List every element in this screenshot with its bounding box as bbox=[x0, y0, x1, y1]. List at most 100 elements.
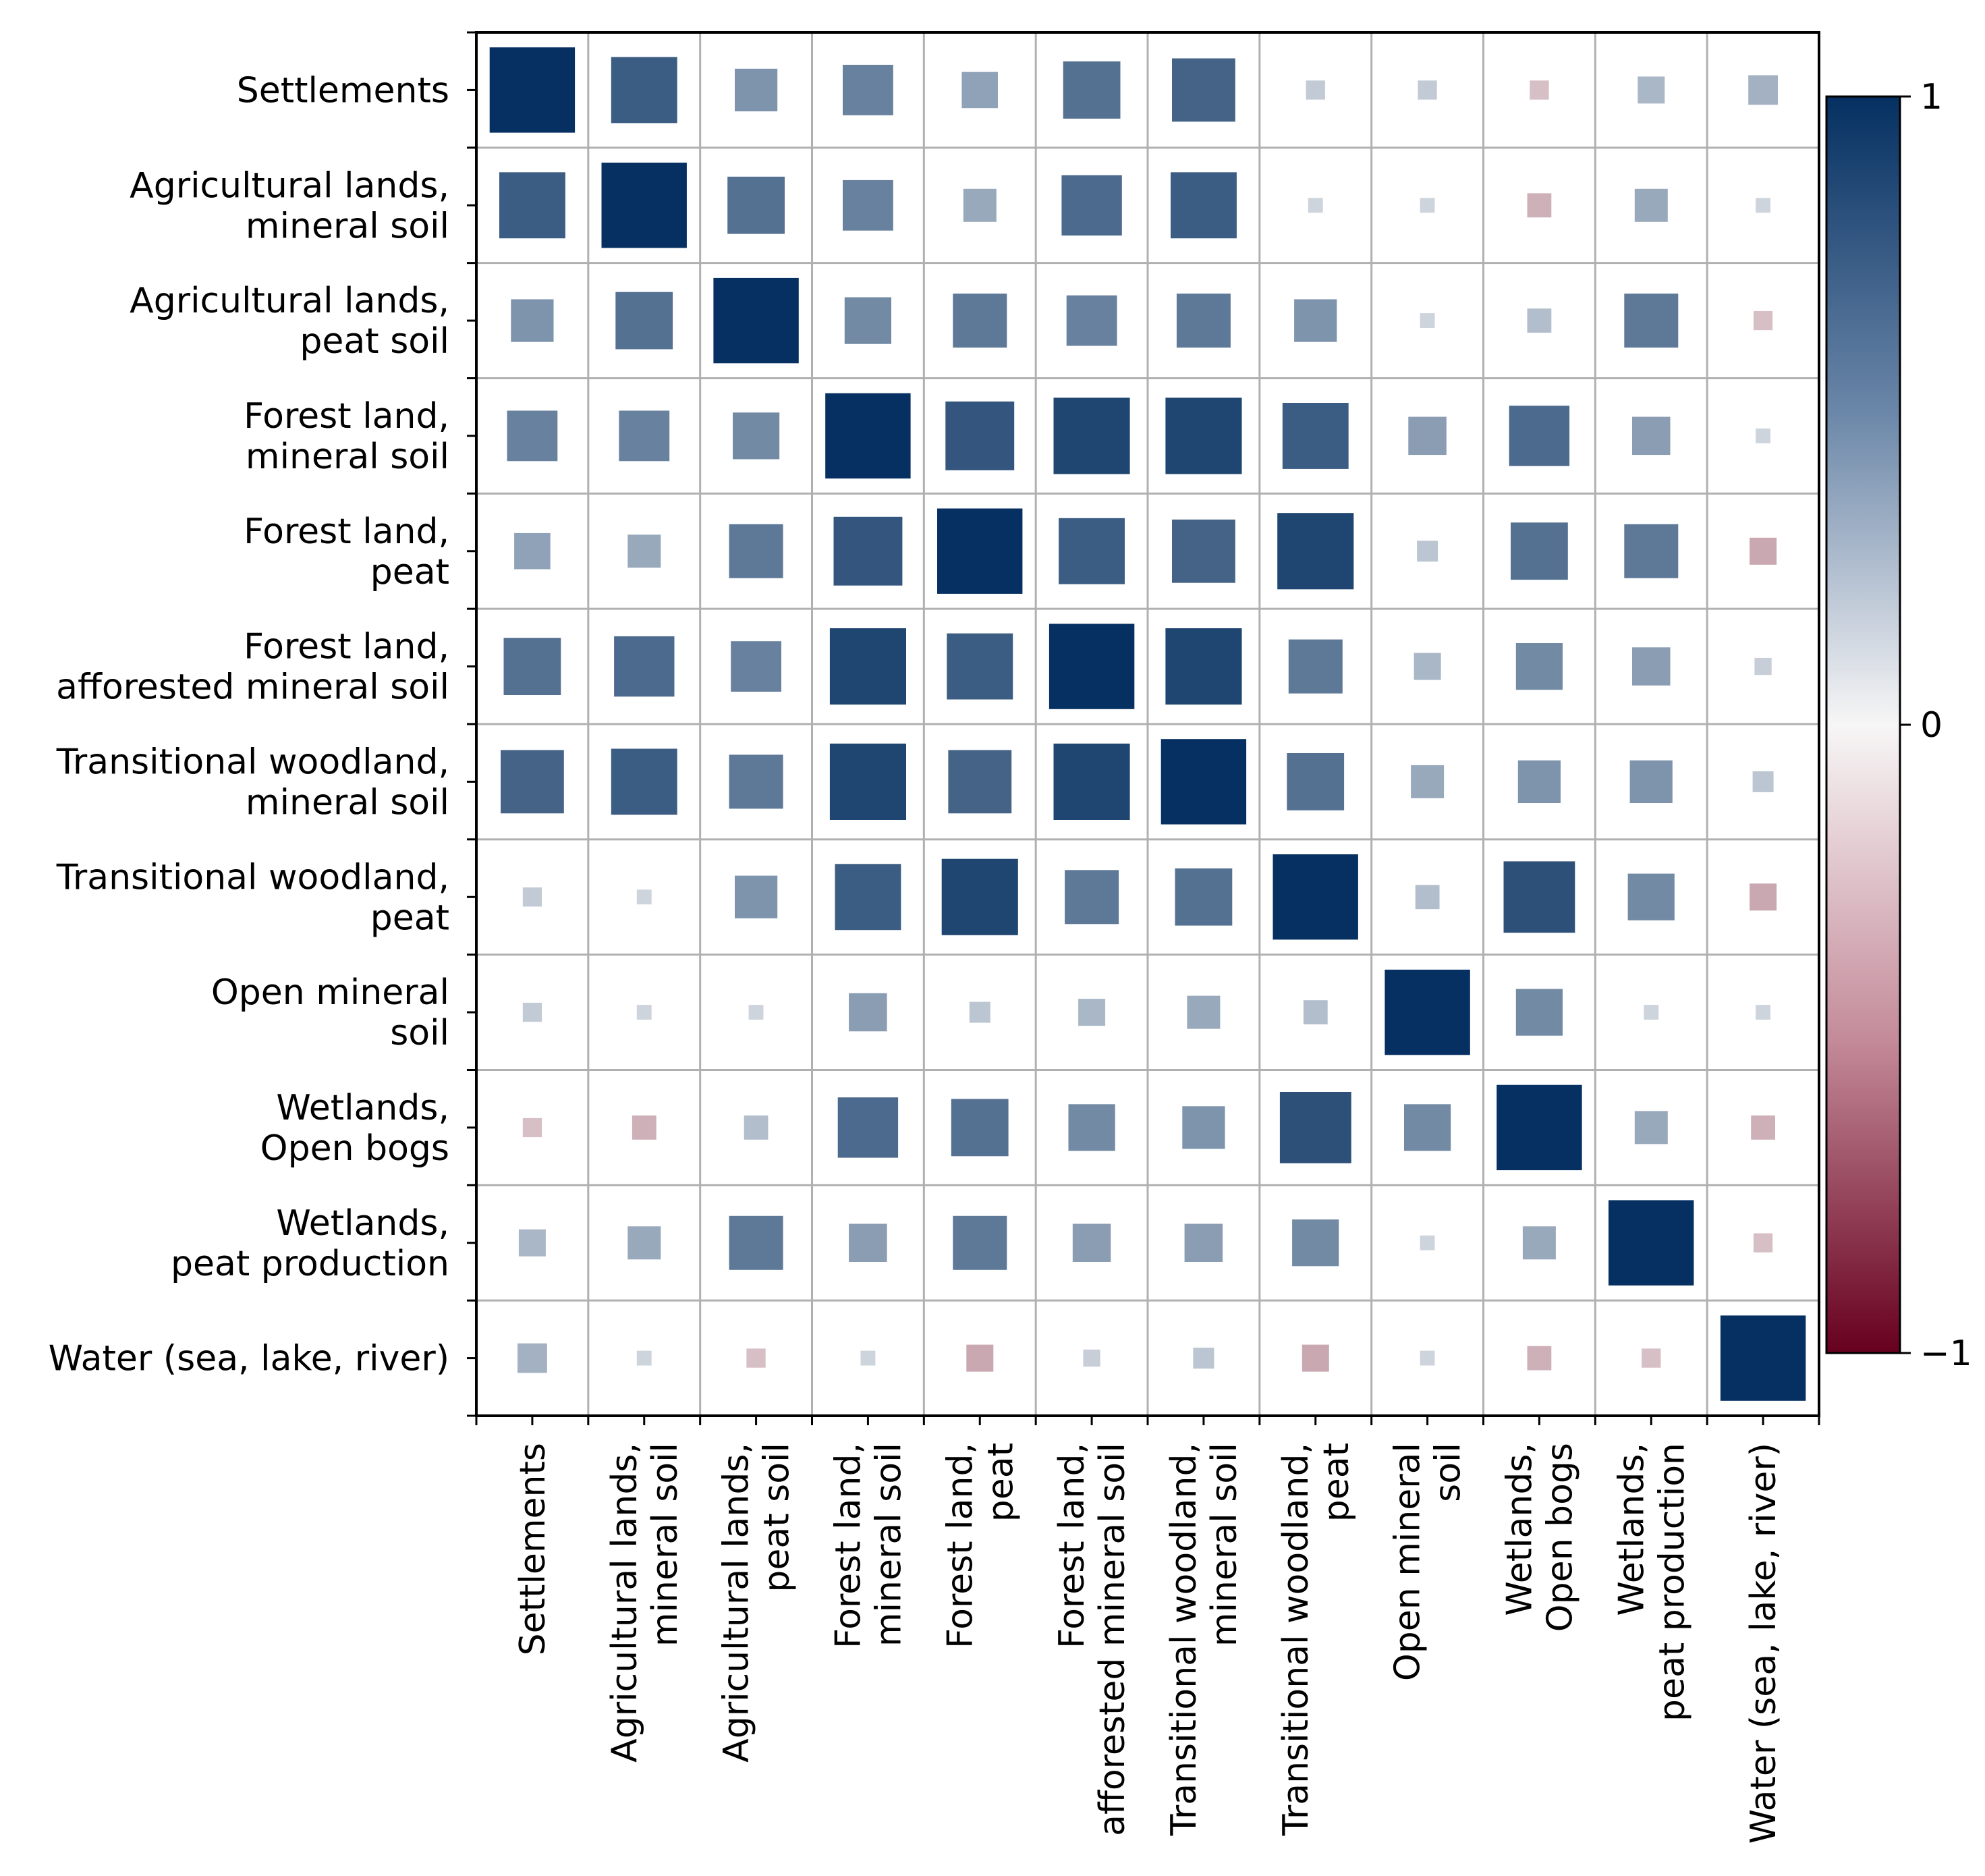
y-tick-label-line: mineral soil bbox=[246, 206, 449, 246]
heatmap-cell bbox=[614, 636, 675, 697]
heatmap-cell bbox=[941, 858, 1018, 935]
y-tick-label: Settlements bbox=[237, 70, 449, 111]
heatmap-cell bbox=[1418, 80, 1437, 100]
heatmap-cell bbox=[1287, 753, 1345, 810]
matrix-cells bbox=[489, 47, 1806, 1401]
heatmap-cell bbox=[1634, 188, 1668, 222]
x-tick-label-line: mineral soil bbox=[868, 1443, 909, 1647]
heatmap-cell bbox=[1288, 639, 1343, 694]
heatmap-cell bbox=[1609, 1200, 1694, 1286]
heatmap-cell bbox=[1511, 522, 1568, 580]
heatmap-cell bbox=[1072, 1223, 1111, 1262]
colorbar-gradient bbox=[1825, 95, 1901, 1354]
y-tick-label-line: Forest land, bbox=[244, 512, 449, 552]
x-tick-label-line: mineral soil bbox=[1204, 1443, 1245, 1647]
x-tick-label-line: peat soil bbox=[757, 1443, 798, 1593]
heatmap-cell bbox=[1282, 403, 1349, 469]
heatmap-cell bbox=[1176, 294, 1231, 348]
heatmap-cell bbox=[735, 68, 778, 111]
y-tick-label: Open mineral soil bbox=[211, 972, 449, 1053]
colorbar-ticks: 1 0 −1 bbox=[1900, 77, 1972, 1374]
heatmap-cell bbox=[1273, 854, 1358, 940]
x-tick-label-line: Transitional woodland, bbox=[1276, 1443, 1316, 1836]
heatmap-cell bbox=[1165, 397, 1242, 474]
x-tick-label: Settlements bbox=[513, 1443, 553, 1655]
heatmap-cell bbox=[1193, 1348, 1214, 1369]
x-tick-label: Wetlands,peat production bbox=[1611, 1443, 1692, 1721]
heatmap-cell bbox=[1420, 313, 1435, 328]
heatmap-cell bbox=[611, 57, 677, 123]
x-tick-label-line: Open mineral bbox=[1388, 1443, 1428, 1681]
heatmap-cell bbox=[1279, 1092, 1351, 1163]
heatmap-cell bbox=[518, 1229, 546, 1257]
heatmap-cell bbox=[937, 508, 1023, 594]
heatmap-cell bbox=[948, 750, 1012, 814]
heatmap-cell bbox=[489, 47, 576, 133]
heatmap-cell bbox=[1411, 765, 1445, 798]
heatmap-cell bbox=[1292, 1219, 1339, 1267]
heatmap-cell bbox=[619, 410, 670, 462]
heatmap-cell bbox=[1078, 999, 1106, 1026]
x-tick-label: Wetlands,Open bogs bbox=[1499, 1443, 1580, 1632]
heatmap-cell bbox=[729, 1215, 783, 1270]
heatmap-cell bbox=[1172, 58, 1235, 122]
heatmap-cell bbox=[713, 277, 799, 364]
heatmap-cell bbox=[1517, 760, 1561, 803]
heatmap-cell bbox=[611, 748, 677, 815]
y-tick-label-line: peat bbox=[370, 898, 449, 938]
heatmap-cell bbox=[746, 1348, 766, 1368]
colorbar-tick-label: 1 bbox=[1920, 77, 1942, 117]
heatmap-cell bbox=[849, 993, 887, 1032]
x-tick-label-line: Agricultural lands, bbox=[717, 1443, 757, 1763]
heatmap-cell bbox=[627, 534, 661, 568]
heatmap-cell bbox=[744, 1115, 768, 1140]
heatmap-cell bbox=[1632, 416, 1671, 456]
heatmap-cell bbox=[1184, 1223, 1223, 1262]
x-tick-label: Forest land,peat bbox=[940, 1443, 1021, 1649]
heatmap-cell bbox=[1522, 1226, 1556, 1260]
y-tick-label-line: Open mineral bbox=[211, 972, 449, 1013]
heatmap-cell bbox=[632, 1115, 656, 1140]
heatmap-cell bbox=[1385, 969, 1470, 1055]
x-tick-label-line: mineral soil bbox=[645, 1443, 686, 1647]
y-tick-label-line: Water (sea, lake, river) bbox=[49, 1339, 449, 1379]
heatmap-cell bbox=[1061, 175, 1122, 236]
heatmap-cell bbox=[1175, 868, 1233, 926]
heatmap-cell bbox=[748, 1005, 764, 1020]
y-tick-label-line: Transitional woodland, bbox=[56, 857, 449, 898]
heatmap-cell bbox=[1629, 760, 1673, 803]
x-tick-label-line: peat bbox=[980, 1443, 1021, 1522]
heatmap-cell bbox=[1063, 61, 1121, 119]
heatmap-cell bbox=[1303, 1000, 1328, 1024]
heatmap-cell bbox=[1509, 406, 1570, 466]
heatmap-cell bbox=[947, 633, 1013, 700]
heatmap-cell bbox=[1171, 172, 1237, 239]
y-tick-label: Water (sea, lake, river) bbox=[49, 1339, 449, 1379]
x-tick-label-line: peat production bbox=[1652, 1443, 1692, 1721]
heatmap-cell bbox=[1751, 1115, 1775, 1140]
heatmap-cell bbox=[511, 299, 554, 342]
heatmap-cell bbox=[1756, 1005, 1770, 1020]
heatmap-cell bbox=[1404, 1104, 1451, 1151]
heatmap-cell bbox=[1068, 1104, 1115, 1151]
heatmap-cell bbox=[833, 516, 903, 586]
x-tick-label-line: soil bbox=[1428, 1443, 1469, 1502]
heatmap-cell bbox=[860, 1350, 876, 1366]
heatmap-cell bbox=[1756, 429, 1770, 443]
heatmap-cell bbox=[522, 887, 542, 907]
y-tick-label-line: afforested mineral soil bbox=[56, 667, 449, 708]
heatmap-cell bbox=[507, 410, 558, 462]
heatmap-cell bbox=[963, 188, 997, 222]
heatmap-cell bbox=[1172, 519, 1235, 583]
grid bbox=[476, 32, 1819, 1416]
heatmap-cell bbox=[636, 1350, 652, 1366]
heatmap-cell bbox=[1065, 870, 1119, 925]
heatmap-cell bbox=[1752, 771, 1774, 792]
heatmap-cell bbox=[1642, 1348, 1661, 1368]
heatmap-cell bbox=[1756, 198, 1770, 213]
x-tick-label-line: Agricultural lands, bbox=[605, 1443, 645, 1763]
heatmap-cell bbox=[1182, 1106, 1225, 1149]
heatmap-cell bbox=[1059, 518, 1125, 584]
heatmap-cell bbox=[1053, 743, 1130, 820]
